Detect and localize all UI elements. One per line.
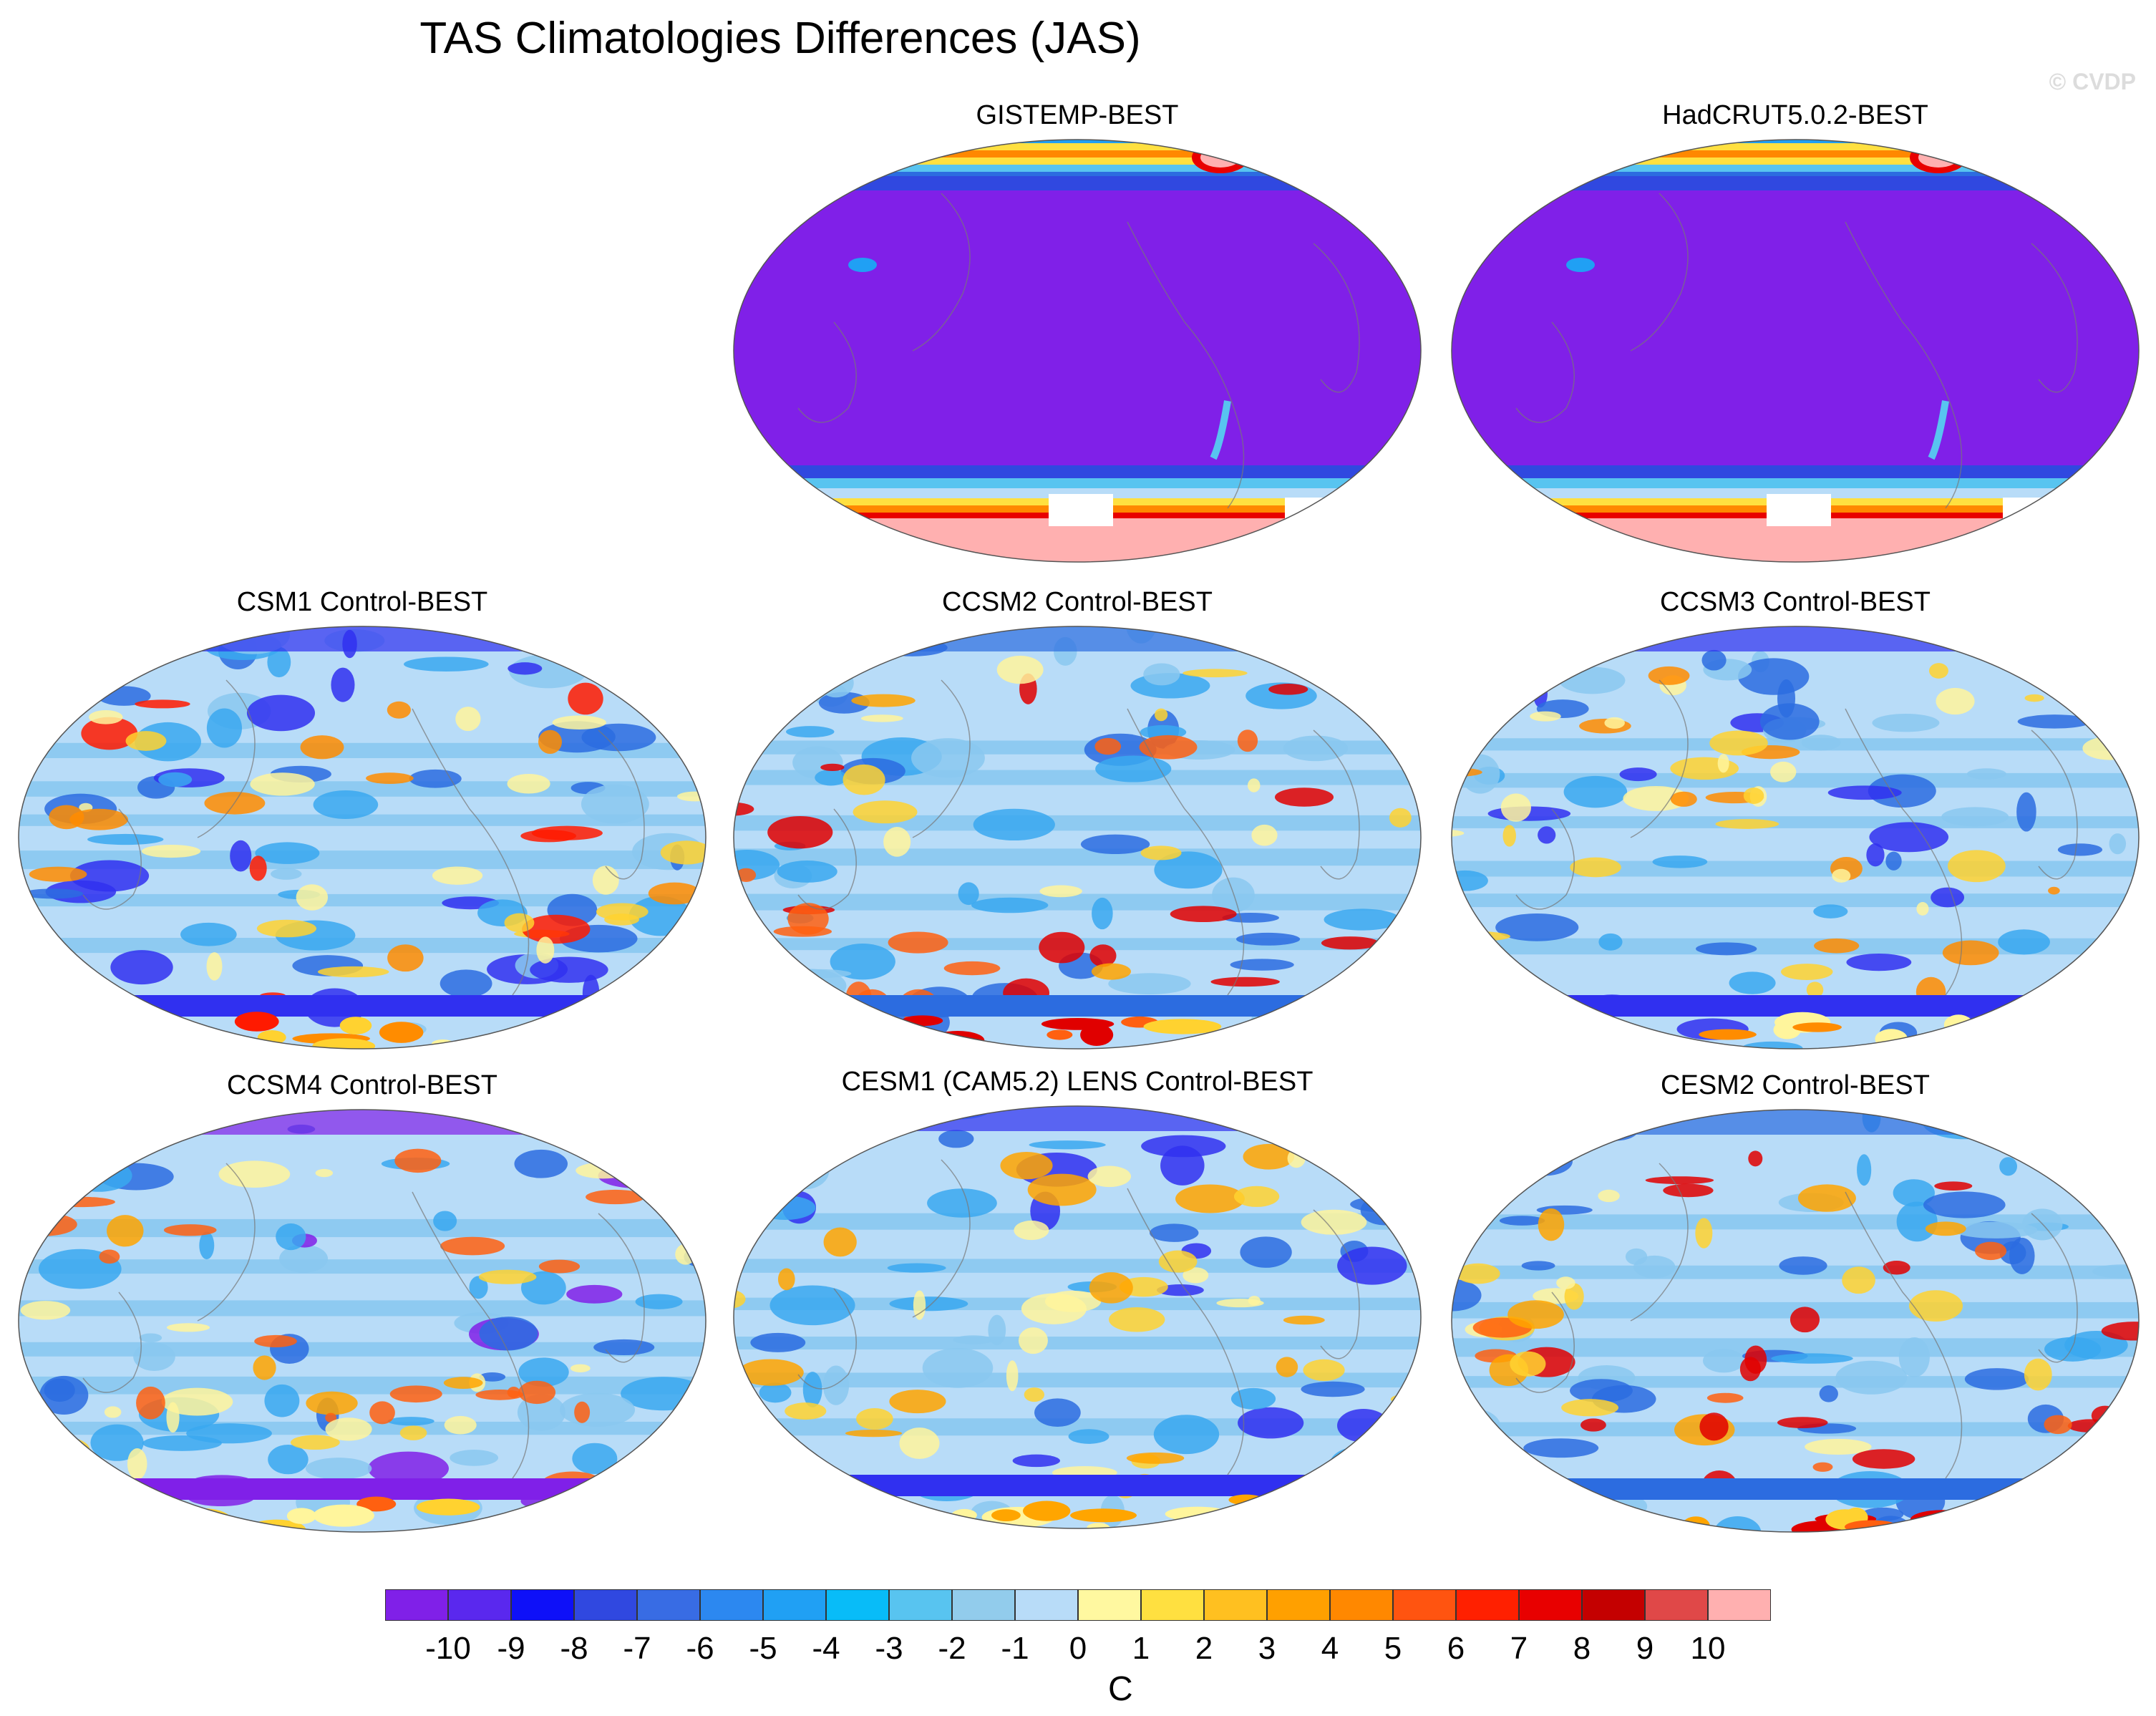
coastlines [797,1159,1360,1475]
panel-title: HadCRUT5.0.2-BEST [1662,100,1928,130]
coastlines [797,679,1360,996]
colorbar-swatch [763,1589,826,1621]
map-globe [18,1109,706,1533]
map-field [1452,626,2139,1049]
map-panel-csm1: CSM1 Control-BEST [11,587,713,1074]
map-panel-gistemp: GISTEMP-BEST [727,100,1428,587]
map-panel-ccsm2: CCSM2 Control-BEST [727,587,1428,1074]
coastlines [82,1163,645,1479]
panel-title: CCSM2 Control-BEST [942,587,1213,617]
colorbar-tick-label: -6 [686,1631,714,1666]
map-panel-hadcrut: HadCRUT5.0.2-BEST [1444,100,2146,587]
colorbar-swatch [1204,1589,1267,1621]
colorbar-tick-label: -10 [425,1631,471,1666]
colorbar-swatch [1456,1589,1519,1621]
map-globe [1451,626,2140,1050]
panel-title: CCSM3 Control-BEST [1660,587,1931,617]
colorbar-tick-label: -5 [749,1631,777,1666]
colorbar-tick-label: 10 [1690,1631,1726,1666]
colorbar-swatch [1015,1589,1078,1621]
panel-title: CCSM4 Control-BEST [227,1070,497,1100]
colorbar-swatch [952,1589,1015,1621]
map-globe [1451,1109,2140,1533]
colorbar-swatch [385,1589,448,1621]
map-globe [733,1105,1422,1529]
coastlines [1515,679,2078,996]
colorbar-tick-label: 6 [1447,1631,1465,1666]
colorbar-tick-label: 4 [1321,1631,1339,1666]
colorbar-swatch [511,1589,574,1621]
colorbar-tick-label: 8 [1573,1631,1591,1666]
colorbar-tick-label: 0 [1069,1631,1087,1666]
panel-title: CSM1 Control-BEST [236,587,488,617]
panel-title: CESM1 (CAM5.2) LENS Control-BEST [841,1067,1313,1097]
map-field [734,626,1421,1049]
colorbar-swatch [1645,1589,1708,1621]
colorbar-tick-label: 3 [1258,1631,1276,1666]
colorbar-swatch [1519,1589,1582,1621]
map-field [19,626,706,1049]
map-panel-cesm2: CESM2 Control-BEST [1444,1070,2146,1557]
colorbar-swatch [448,1589,511,1621]
colorbar-swatch [637,1589,700,1621]
map-field [1452,140,2139,562]
watermark: © CVDP [2049,69,2136,94]
colorbar-tick-label: -3 [875,1631,903,1666]
colorbar-swatch [1078,1589,1141,1621]
colorbar-tick-label: 9 [1636,1631,1654,1666]
colorbar-tick-label: -1 [1001,1631,1029,1666]
coastlines [1515,193,2078,509]
colorbar-tick-label: 1 [1132,1631,1150,1666]
colorbar-swatch [1393,1589,1456,1621]
map-field [734,1106,1421,1528]
colorbar-swatch [700,1589,763,1621]
colorbar-unit: C [1108,1670,1133,1708]
colorbar-tick-label: -2 [938,1631,966,1666]
map-panel-ccsm4: CCSM4 Control-BEST [11,1070,713,1557]
map-panel-ccsm3: CCSM3 Control-BEST [1444,587,2146,1074]
colorbar-tick-label: -9 [497,1631,525,1666]
panel-title: GISTEMP-BEST [976,100,1179,130]
map-field [734,140,1421,562]
colorbar-tick-label: -7 [623,1631,651,1666]
colorbar-tick-label: -8 [560,1631,588,1666]
colorbar-swatch [1708,1589,1771,1621]
figure-title: TAS Climatologies Differences (JAS) [419,14,1141,63]
map-globe [733,139,1422,563]
map-panel-cesm1: CESM1 (CAM5.2) LENS Control-BEST [727,1067,1428,1553]
panel-title: CESM2 Control-BEST [1661,1070,1930,1100]
colorbar-swatch [1141,1589,1204,1621]
coastlines [797,193,1360,509]
map-globe [18,626,706,1050]
colorbar-tick-label: -4 [812,1631,840,1666]
map-globe [733,626,1422,1050]
colorbar-swatch [574,1589,637,1621]
colorbar-swatch [889,1589,952,1621]
map-field [1452,1110,2139,1532]
map-field [19,1110,706,1532]
colorbar-tick-label: 2 [1195,1631,1213,1666]
coastlines [1515,1163,2078,1479]
colorbar-swatch [1582,1589,1645,1621]
colorbar-swatch [826,1589,889,1621]
coastlines [82,679,645,996]
colorbar-swatch [1267,1589,1330,1621]
colorbar-tick-label: 7 [1510,1631,1528,1666]
colorbar-swatch [1330,1589,1393,1621]
colorbar-tick-label: 5 [1384,1631,1402,1666]
map-globe [1451,139,2140,563]
